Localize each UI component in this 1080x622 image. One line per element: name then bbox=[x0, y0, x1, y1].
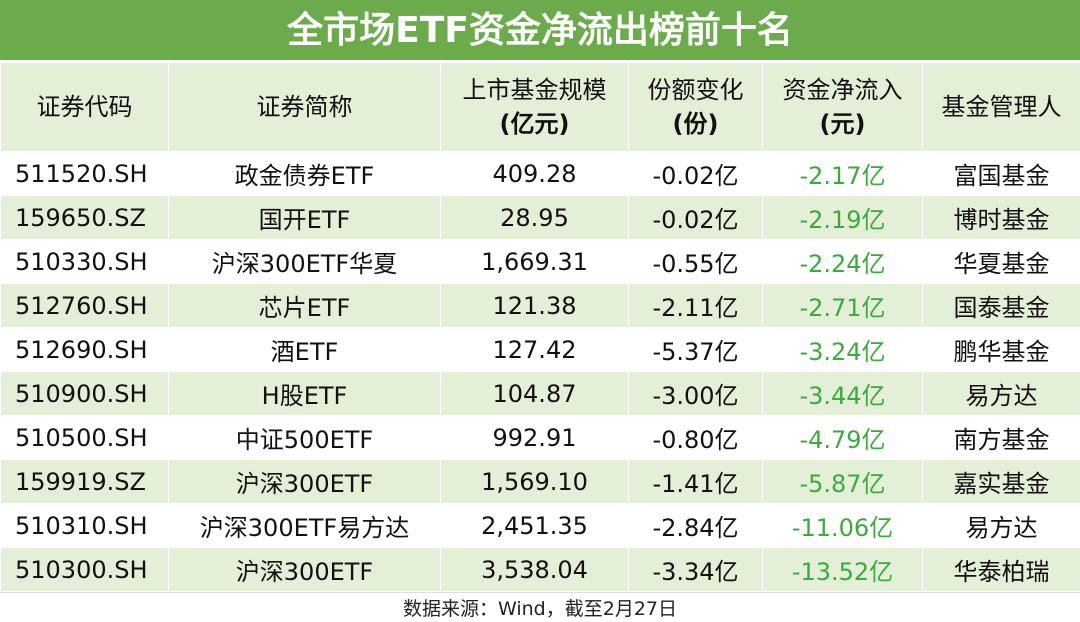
table-row: 159919.SZ 沪深300ETF 1,569.10 -1.41亿 -5.87亿 嘉实基… bbox=[0, 459, 1080, 504]
table-cell: -2.24亿 bbox=[762, 239, 923, 284]
header-text: 资金净流入 bbox=[782, 76, 903, 104]
header-cell: 证券代码 bbox=[0, 62, 169, 152]
table-cell: 512760.SH bbox=[0, 283, 169, 328]
table-cell: 127.42 bbox=[440, 327, 629, 372]
table-row: 512690.SH 酒ETF 127.42 -5.37亿 -3.24亿 鹏华基金 bbox=[0, 327, 1080, 372]
table-row: 510900.SH H股ETF 104.87 -3.00亿 -3.44亿 易方达 bbox=[0, 371, 1080, 416]
table-row: 511520.SH 政金债券ETF 409.28 -0.02亿 -2.17亿 富国基金 bbox=[0, 151, 1080, 196]
table-cell: -2.17亿 bbox=[762, 151, 923, 196]
table-cell: 芯片ETF bbox=[168, 283, 441, 328]
table-cell: 2,451.35 bbox=[440, 503, 629, 548]
table-cell: 南方基金 bbox=[922, 415, 1080, 460]
table-cell: 易方达 bbox=[922, 503, 1080, 548]
table-body: 511520.SH 政金债券ETF 409.28 -0.02亿 -2.17亿 富国基金 15… bbox=[0, 151, 1080, 592]
table-cell: -1.41亿 bbox=[628, 459, 763, 504]
table-cell: 510500.SH bbox=[0, 415, 169, 460]
header-cell: 证券简称 bbox=[168, 62, 441, 152]
table-cell: 159919.SZ bbox=[0, 459, 169, 504]
table-cell: -13.52亿 bbox=[762, 547, 923, 592]
table-cell: -3.00亿 bbox=[628, 371, 763, 416]
table-row: 510300.SH 沪深300ETF 3,538.04 -3.34亿 -13.52亿 华泰… bbox=[0, 547, 1080, 592]
table-cell: 酒ETF bbox=[168, 327, 441, 372]
table-cell: 409.28 bbox=[440, 151, 629, 196]
table-cell: -2.71亿 bbox=[762, 283, 923, 328]
title: 全市场ETF资金净流出榜前十名 bbox=[0, 0, 1080, 62]
table-cell: 国泰基金 bbox=[922, 283, 1080, 328]
table-cell: 博时基金 bbox=[922, 195, 1080, 240]
table-cell: 嘉实基金 bbox=[922, 459, 1080, 504]
header-text: (份) bbox=[672, 110, 719, 138]
table-cell: 沪深300ETF易方达 bbox=[168, 503, 441, 548]
table-cell: 华夏基金 bbox=[922, 239, 1080, 284]
table-cell: 510300.SH bbox=[0, 547, 169, 592]
header-text: 证券代码 bbox=[36, 93, 133, 121]
table-cell: -2.84亿 bbox=[628, 503, 763, 548]
table-cell: -3.24亿 bbox=[762, 327, 923, 372]
table-cell: 沪深300ETF bbox=[168, 547, 441, 592]
header-text: (亿元) bbox=[499, 110, 570, 138]
table-row: 510500.SH 中证500ETF 992.91 -0.80亿 -4.79亿 南方基金 bbox=[0, 415, 1080, 460]
table-cell: -5.37亿 bbox=[628, 327, 763, 372]
header-row: 证券代码 证券简称 上市基金规模 (亿元) 份额变化 (份) 资金净流入 (元) 基金管理人 bbox=[0, 62, 1080, 152]
table-row: 512760.SH 芯片ETF 121.38 -2.11亿 -2.71亿 国泰基金 bbox=[0, 283, 1080, 328]
table-cell: 华泰柏瑞 bbox=[922, 547, 1080, 592]
table-cell: 1,669.31 bbox=[440, 239, 629, 284]
header-cell: 上市基金规模 (亿元) bbox=[440, 62, 629, 152]
table-row: 510310.SH 沪深300ETF易方达 2,451.35 -2.84亿 -11.06… bbox=[0, 503, 1080, 548]
table-cell: -5.87亿 bbox=[762, 459, 923, 504]
table-cell: 510310.SH bbox=[0, 503, 169, 548]
table-cell: H股ETF bbox=[168, 371, 441, 416]
table-cell: 富国基金 bbox=[922, 151, 1080, 196]
table-cell: -3.34亿 bbox=[628, 547, 763, 592]
table-cell: 510330.SH bbox=[0, 239, 169, 284]
table-cell: -2.19亿 bbox=[762, 195, 923, 240]
table-cell: 104.87 bbox=[440, 371, 629, 416]
table-cell: 28.95 bbox=[440, 195, 629, 240]
table-cell: 国开ETF bbox=[168, 195, 441, 240]
table-cell: 沪深300ETF华夏 bbox=[168, 239, 441, 284]
table-cell: -0.02亿 bbox=[628, 151, 763, 196]
table-cell: -2.11亿 bbox=[628, 283, 763, 328]
table-cell: 沪深300ETF bbox=[168, 459, 441, 504]
table-cell: 政金债券ETF bbox=[168, 151, 441, 196]
header-text: (元) bbox=[819, 110, 866, 138]
header-text: 份额变化 bbox=[647, 76, 744, 104]
header-cell: 资金净流入 (元) bbox=[762, 62, 923, 152]
table-cell: 鹏华基金 bbox=[922, 327, 1080, 372]
header-text: 基金管理人 bbox=[941, 93, 1062, 121]
table-cell: 121.38 bbox=[440, 283, 629, 328]
header-cell: 基金管理人 bbox=[922, 62, 1080, 152]
header-text: 上市基金规模 bbox=[462, 76, 607, 104]
header-cell: 份额变化 (份) bbox=[628, 62, 763, 152]
table-cell: 511520.SH bbox=[0, 151, 169, 196]
table-cell: -4.79亿 bbox=[762, 415, 923, 460]
table-cell: 中证500ETF bbox=[168, 415, 441, 460]
table-cell: -0.55亿 bbox=[628, 239, 763, 284]
table-cell: 510900.SH bbox=[0, 371, 169, 416]
table-row: 159650.SZ 国开ETF 28.95 -0.02亿 -2.19亿 博时基金 bbox=[0, 195, 1080, 240]
table-cell: 1,569.10 bbox=[440, 459, 629, 504]
table-cell: -0.02亿 bbox=[628, 195, 763, 240]
footer: 数据来源：Wind，截至2月27日 bbox=[0, 592, 1080, 622]
table-cell: 3,538.04 bbox=[440, 547, 629, 592]
table-row: 510330.SH 沪深300ETF华夏 1,669.31 -0.55亿 -2.24亿华… bbox=[0, 239, 1080, 284]
header-text: 证券简称 bbox=[256, 93, 353, 121]
table-cell: 992.91 bbox=[440, 415, 629, 460]
table-cell: -0.80亿 bbox=[628, 415, 763, 460]
etf-table: 证券代码 证券简称 上市基金规模 (亿元) 份额变化 (份) 资金净流入 (元) 基金管理人 5… bbox=[0, 62, 1080, 592]
table-cell: 512690.SH bbox=[0, 327, 169, 372]
table-cell: -3.44亿 bbox=[762, 371, 923, 416]
table-cell: -11.06亿 bbox=[762, 503, 923, 548]
table-cell: 159650.SZ bbox=[0, 195, 169, 240]
table-cell: 易方达 bbox=[922, 371, 1080, 416]
